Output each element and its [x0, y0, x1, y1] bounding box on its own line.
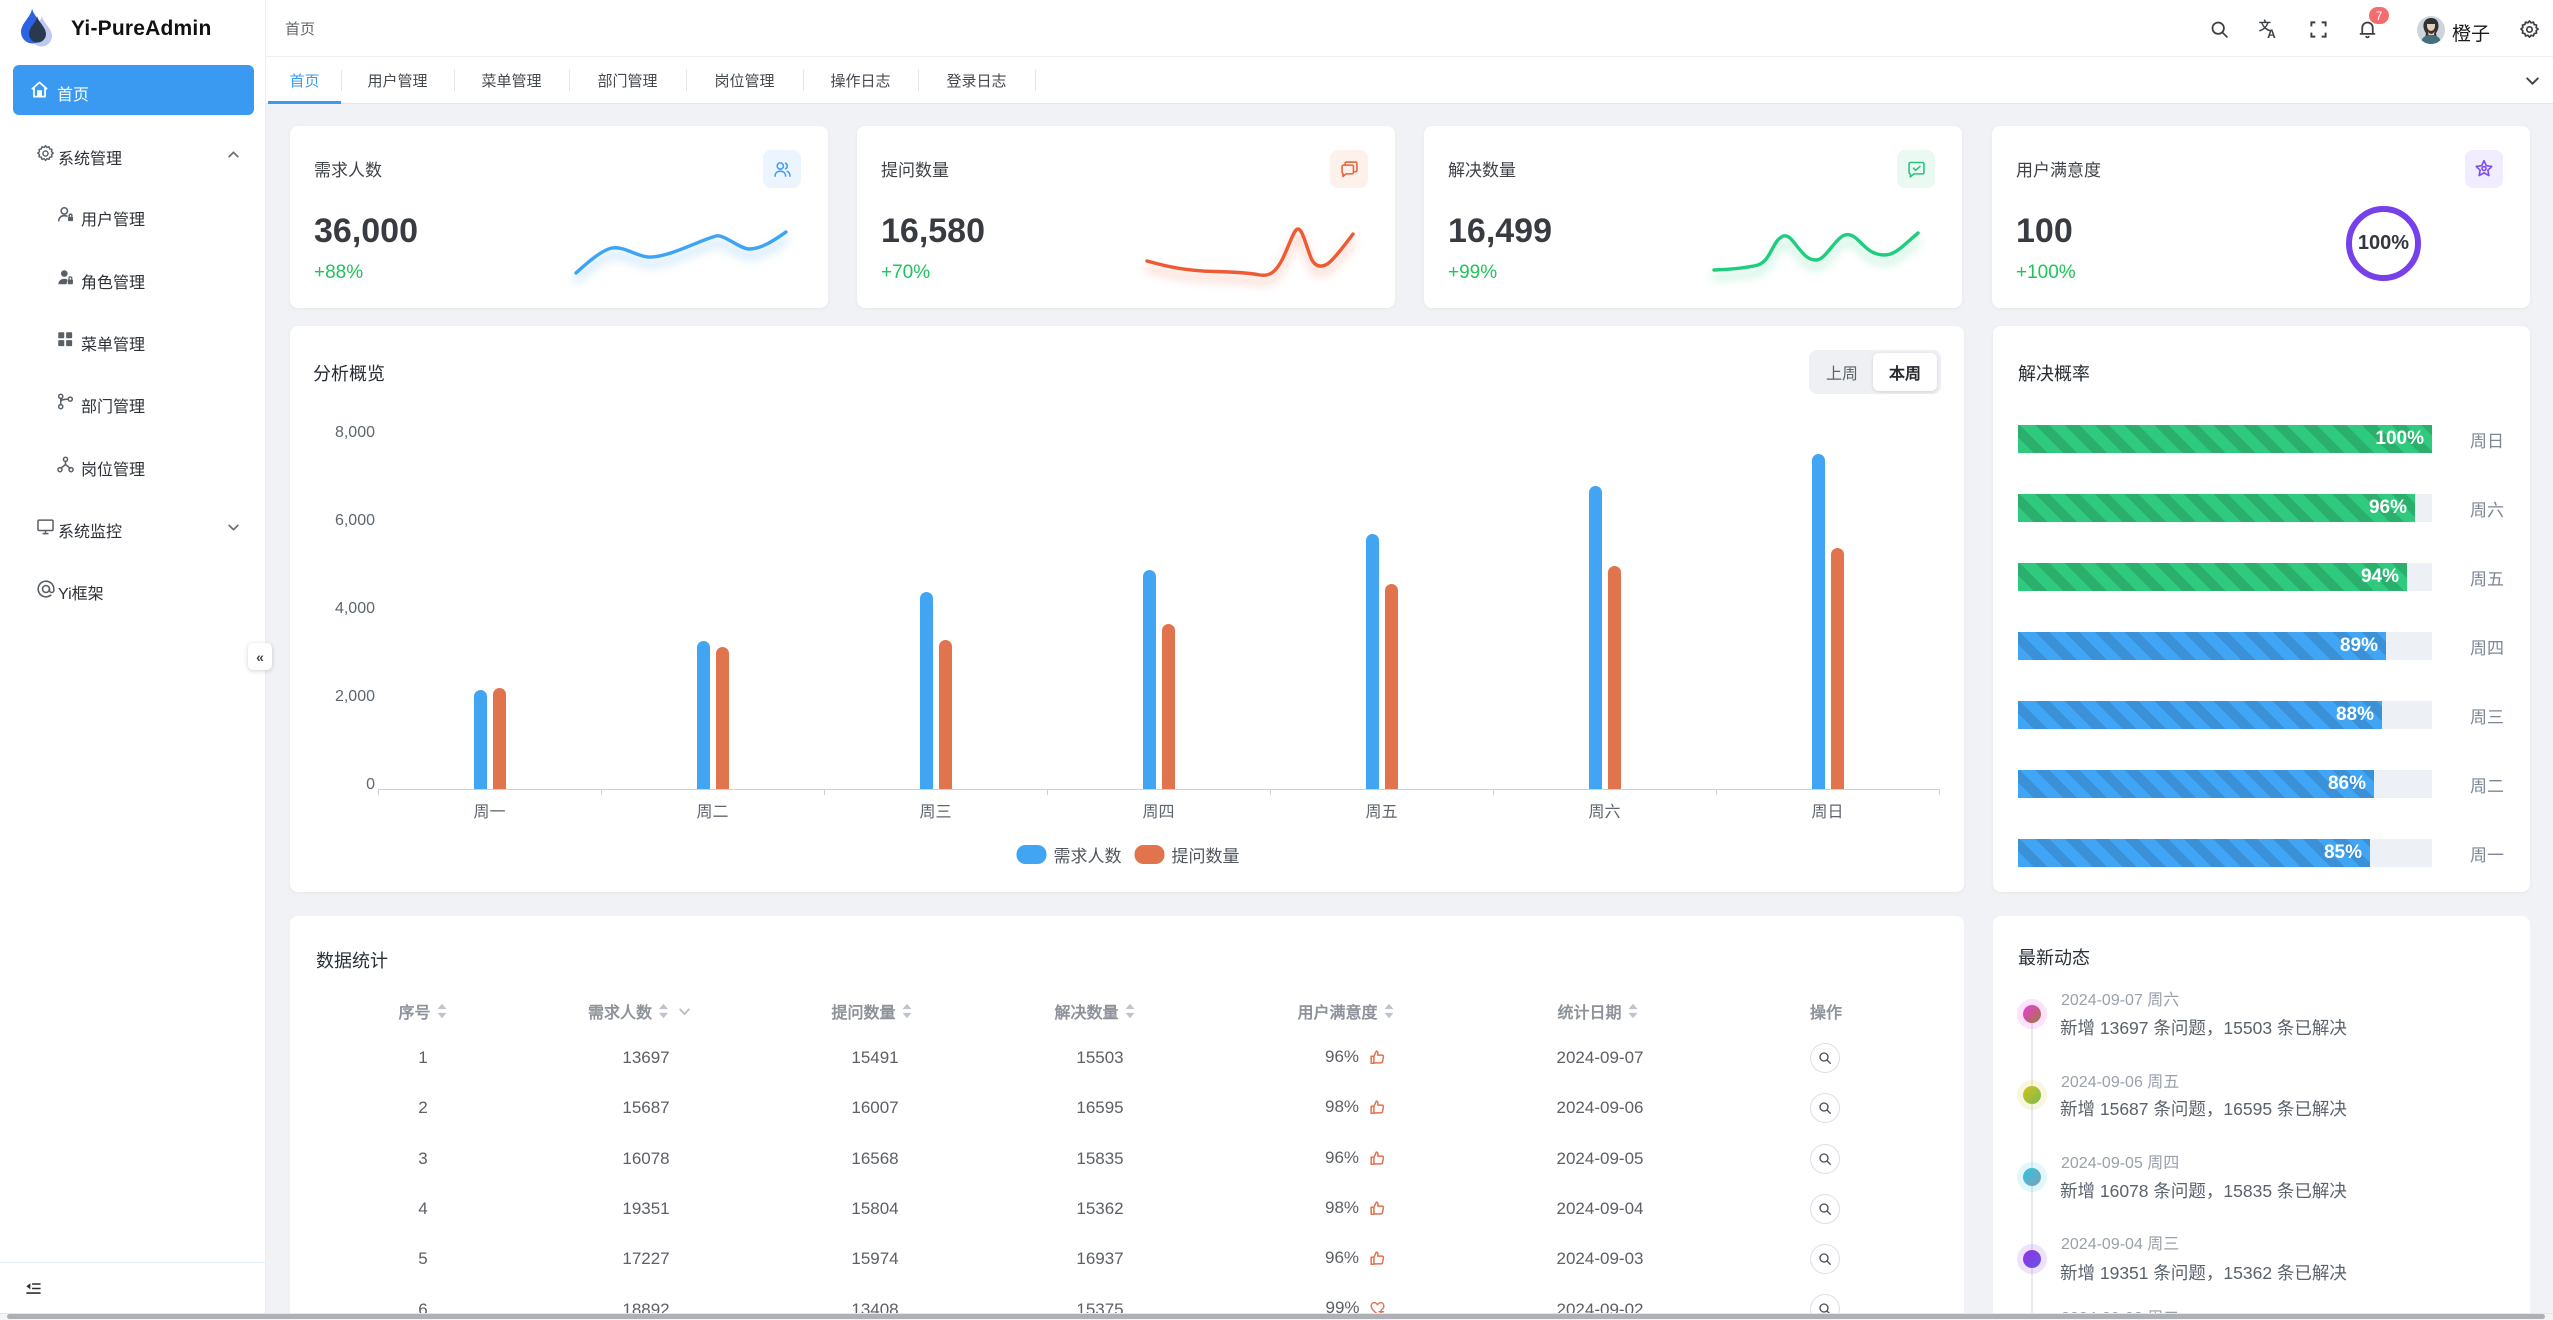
- svg-text:文: 文: [2259, 19, 2271, 33]
- svg-text:A: A: [2267, 27, 2276, 40]
